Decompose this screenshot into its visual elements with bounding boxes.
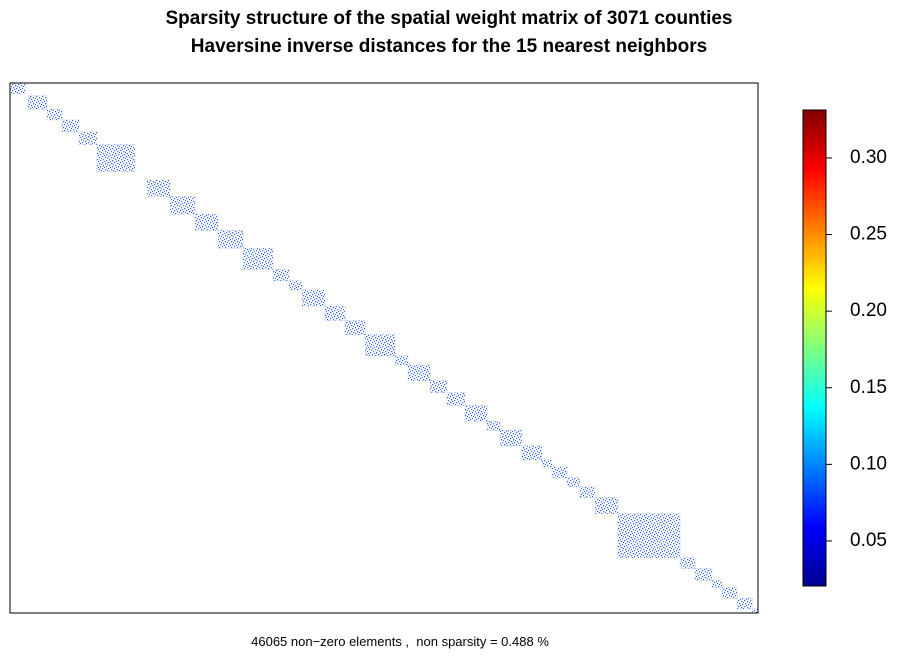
nonzero-block xyxy=(694,568,713,581)
nonzero-block xyxy=(721,587,738,599)
nonzero-block xyxy=(78,131,98,145)
nonzero-block xyxy=(711,580,723,588)
nonzero-block xyxy=(169,196,196,215)
colorbar: 0.05 0.10 0.15 0.20 0.25 0.30 xyxy=(802,109,887,587)
colorbar-tick-label: 0.25 xyxy=(850,224,887,245)
nonzero-block xyxy=(394,355,409,366)
nonzero-block xyxy=(521,445,543,461)
nonzero-block xyxy=(751,608,759,614)
nonzero-block xyxy=(46,108,63,121)
nonzero-block xyxy=(617,513,681,559)
nonzero-block xyxy=(679,557,696,569)
nonzero-block xyxy=(446,392,466,406)
nonzero-block xyxy=(551,466,568,478)
nonzero-block xyxy=(301,289,326,307)
nonzero-block xyxy=(242,247,274,270)
nonzero-block xyxy=(429,380,448,393)
nonzero-block xyxy=(579,486,596,498)
nonzero-block xyxy=(194,213,219,231)
nonzero-block xyxy=(364,334,396,357)
nonzero-block xyxy=(566,477,581,488)
colorbar-tick-label: 0.15 xyxy=(850,377,887,398)
nonzero-block xyxy=(324,305,346,321)
nonzero-block xyxy=(146,179,171,197)
nonzero-block xyxy=(272,269,290,282)
nonzero-block xyxy=(217,230,244,249)
nonzero-block xyxy=(499,429,523,447)
nonzero-block xyxy=(27,95,48,110)
chart-subtitle: Haversine inverse distances for the 15 n… xyxy=(191,36,707,57)
nonzero-block xyxy=(736,597,753,610)
nonzero-block xyxy=(9,82,26,94)
nonzero-block xyxy=(61,119,80,133)
chart-title: Sparsity structure of the spatial weight… xyxy=(166,8,733,29)
colorbar-tick-label: 0.20 xyxy=(850,300,887,321)
nonzero-block xyxy=(486,420,501,431)
nonzero-block xyxy=(407,364,431,381)
plot-frame xyxy=(9,82,759,614)
plot-area xyxy=(9,82,759,614)
colorbar-gradient xyxy=(802,109,827,587)
nonzero-block xyxy=(594,497,619,515)
nonzero-block xyxy=(288,280,303,291)
nonzero-block xyxy=(464,405,488,422)
nonzero-block xyxy=(96,144,136,172)
colorbar-tick-label: 0.05 xyxy=(850,530,887,551)
nonzero-block xyxy=(541,459,553,468)
caption: 46065 non−zero elements , non sparsity =… xyxy=(251,634,549,649)
colorbar-tick-label: 0.30 xyxy=(850,147,887,168)
nonzero-block xyxy=(344,320,366,335)
colorbar-tick-label: 0.10 xyxy=(850,453,887,474)
